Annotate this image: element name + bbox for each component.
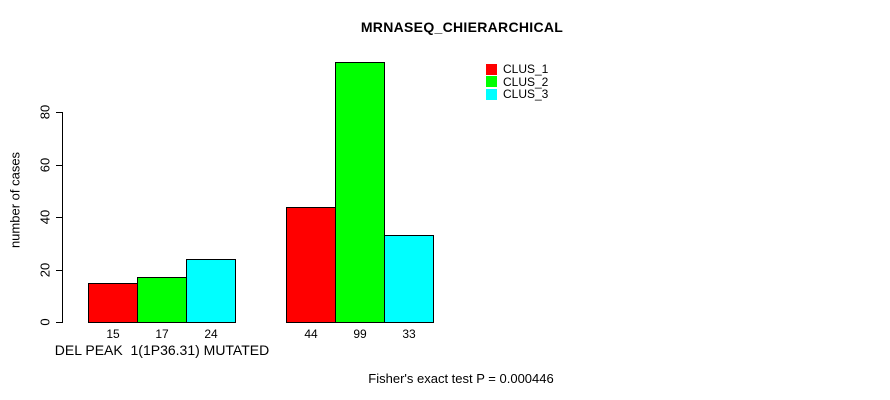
y-tick-label: 60 xyxy=(37,157,53,172)
y-axis-line xyxy=(62,112,63,323)
bar-clus_1-group2 xyxy=(286,206,336,323)
fisher-test-annotation: Fisher's exact test P = 0.000446 xyxy=(368,371,554,386)
y-axis-tick xyxy=(56,269,62,271)
legend: CLUS_1 CLUS_2 CLUS_3 xyxy=(486,63,548,101)
x-axis-category-label: DEL PEAK 1(1P36.31) MUTATED xyxy=(54,342,270,358)
bar-clus_3-group1 xyxy=(186,259,236,323)
legend-swatch-clus-2-icon xyxy=(486,76,497,88)
legend-swatch-clus-3-icon xyxy=(486,88,497,100)
bar-clus_2-group2 xyxy=(335,62,385,323)
bar-value-label: 17 xyxy=(155,327,169,341)
y-tick-label: 80 xyxy=(37,104,53,120)
legend-item-clus-2: CLUS_2 xyxy=(486,76,548,89)
bar-value-label: 44 xyxy=(304,327,318,341)
bar-clus_2-group1 xyxy=(137,277,187,323)
bar-clus_3-group2 xyxy=(384,235,434,323)
y-axis-tick xyxy=(56,164,62,166)
bar-value-label: 99 xyxy=(353,327,367,341)
legend-item-clus-3: CLUS_3 xyxy=(486,88,548,101)
bar-clus_1-group1 xyxy=(88,282,138,323)
bar-value-label: 33 xyxy=(402,327,416,341)
legend-item-clus-1: CLUS_1 xyxy=(486,63,548,76)
legend-label-clus-1: CLUS_1 xyxy=(503,62,549,77)
y-axis-tick xyxy=(56,112,62,113)
y-tick-label: 0 xyxy=(37,318,53,326)
legend-swatch-clus-1-icon xyxy=(486,63,497,75)
y-axis-tick xyxy=(56,322,62,323)
y-axis-tick xyxy=(56,217,62,218)
legend-label-clus-2: CLUS_2 xyxy=(503,74,549,89)
chart-title: MRNASEQ_CHIERARCHICAL xyxy=(360,19,564,35)
y-tick-label: 40 xyxy=(37,209,53,225)
y-tick-label: 20 xyxy=(37,262,53,277)
legend-label-clus-3: CLUS_3 xyxy=(503,87,549,102)
bar-value-label: 15 xyxy=(106,327,120,341)
bar-value-label: 24 xyxy=(204,327,218,341)
